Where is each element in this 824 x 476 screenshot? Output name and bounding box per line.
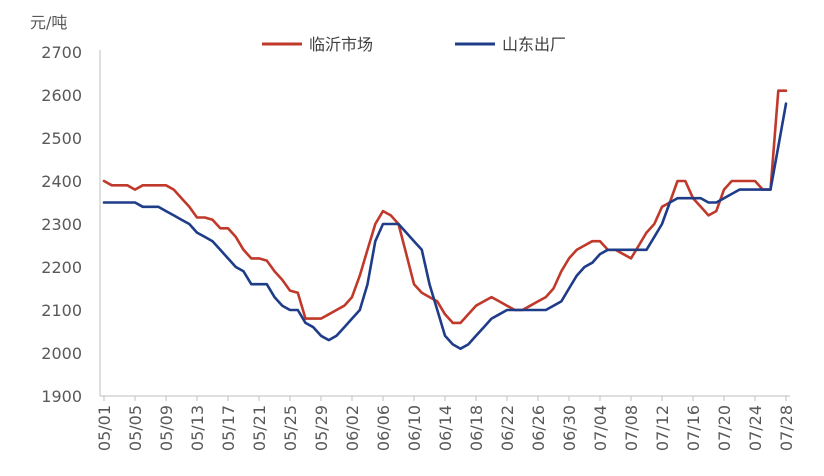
x-tick-label: 06/18 [467,405,486,451]
x-tick-label: 06/06 [374,405,393,451]
y-tick-label: 1900 [41,387,82,406]
x-tick-label: 07/20 [715,405,734,451]
x-tick-label: 06/30 [560,405,579,451]
series-lines [102,89,788,351]
x-tick-label: 06/26 [529,405,548,451]
x-tick-label: 05/01 [95,405,114,451]
x-tick-label: 05/21 [250,405,269,451]
legend-label-series-2: 山东出厂 [502,35,566,54]
x-tick-label: 06/22 [498,405,517,451]
y-axis-unit-label: 元/吨 [30,13,67,32]
x-tick-label: 07/16 [684,405,703,451]
x-tick-label: 05/25 [281,405,300,451]
x-axis-ticks: 05/01 05/05 05/09 05/13 05/17 05/21 05/25 05/29… [95,396,796,451]
x-tick-label: 07/28 [777,405,796,451]
x-tick-label: 06/14 [436,405,455,451]
y-tick-label: 2200 [41,258,82,277]
x-tick-label: 05/05 [126,405,145,451]
x-tick-label: 07/04 [591,405,610,451]
x-tick-label: 06/10 [405,405,424,451]
y-tick-label: 2100 [41,301,82,320]
y-tick-label: 2500 [41,129,82,148]
legend-label-series-1: 临沂市场 [309,35,373,54]
legend: 临沂市场 山东出厂 [262,35,566,54]
y-tick-label: 2600 [41,86,82,105]
x-tick-label: 07/24 [746,405,765,451]
y-axis-ticks: 1900 2000 2100 2200 2300 2400 2500 2600 2700 [41,43,82,406]
y-tick-label: 2300 [41,215,82,234]
x-tick-label: 05/09 [157,405,176,451]
y-tick-label: 2400 [41,172,82,191]
y-tick-label: 2700 [41,43,82,62]
x-tick-label: 05/29 [312,405,331,451]
x-tick-label: 05/17 [219,405,238,451]
series-line-1 [102,89,788,325]
x-tick-label: 05/13 [188,405,207,451]
x-tick-label: 07/08 [622,405,641,451]
x-tick-label: 07/12 [653,405,672,451]
y-tick-label: 2000 [41,344,82,363]
series-line-2 [102,102,788,351]
x-tick-label: 06/02 [343,405,362,451]
